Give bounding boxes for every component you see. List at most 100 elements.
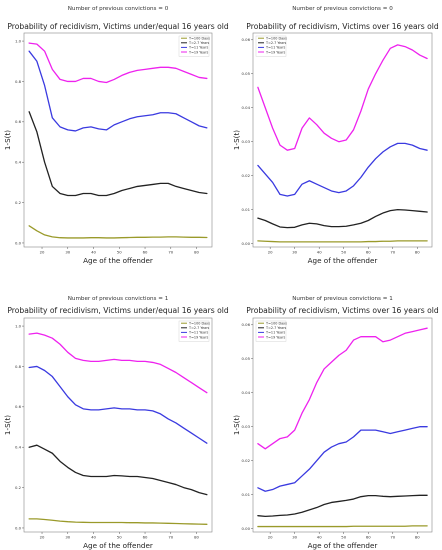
legend-box: [255, 320, 287, 342]
legend-label: T=11 Years: [188, 331, 208, 335]
legend-label: T=11 Years: [265, 46, 285, 50]
series-line-3: [28, 365, 208, 444]
series-line-2: [28, 444, 208, 496]
chart-title: Probability of recidivism, Victims over …: [246, 306, 439, 315]
x-tick-label: 60: [143, 250, 148, 255]
y-tick-label: 0.06: [242, 37, 251, 42]
x-tick-label: 80: [415, 535, 420, 540]
x-tick-label: 80: [194, 535, 199, 540]
x-tick-label: 70: [168, 250, 173, 255]
x-tick-label: 60: [143, 535, 148, 540]
legend-box: [178, 35, 210, 57]
chart-panel-4: Number of previous convictions = 1 Probab…: [232, 296, 439, 550]
x-tick-label: 60: [366, 250, 371, 255]
x-axis-label: Age of the offender: [83, 541, 153, 550]
x-tick-label: 50: [117, 250, 122, 255]
y-tick-label: 0.2: [15, 485, 22, 490]
plot-frame: [23, 32, 213, 248]
legend-label: T=2.7 Years: [188, 41, 210, 45]
x-tick-label: 20: [268, 535, 273, 540]
series-line-1: [257, 525, 428, 528]
legend-label: T=100 Days: [188, 322, 210, 326]
y-tick-label: 0.04: [242, 390, 251, 395]
y-tick-label: 0.2: [15, 200, 22, 205]
legend-label: T=100 Days: [265, 322, 287, 326]
y-axis-label: 1-S(t): [232, 415, 241, 435]
y-tick-label: 0.03: [242, 139, 251, 144]
x-tick-label: 30: [292, 250, 297, 255]
x-tick-label: 30: [65, 535, 70, 540]
legend-label: T=19 Years: [188, 50, 208, 54]
series-line-1: [257, 240, 428, 243]
y-axis-label: 1-S(t): [232, 130, 241, 150]
y-tick-label: 0.05: [242, 71, 251, 76]
legend-box: [178, 320, 210, 342]
legend-label: T=2.7 Years: [188, 326, 210, 330]
x-tick-label: 20: [40, 250, 45, 255]
x-tick-label: 60: [366, 535, 371, 540]
x-tick-label: 30: [65, 250, 70, 255]
y-tick-label: 0.01: [242, 207, 251, 212]
x-tick-label: 20: [268, 250, 273, 255]
chart-suptitle: Number of previous convictions = 0: [292, 6, 393, 12]
legend-label: T=11 Years: [265, 331, 285, 335]
y-tick-label: 0.05: [242, 356, 251, 361]
x-tick-label: 70: [168, 535, 173, 540]
y-tick-label: 0.4: [15, 445, 22, 450]
y-tick-label: 0.03: [242, 424, 251, 429]
chart-title: Probability of recidivism, Victims over …: [246, 22, 439, 31]
x-tick-label: 80: [194, 250, 199, 255]
series-line-3: [257, 426, 428, 492]
series-line-1: [28, 518, 208, 525]
legend-label: T=100 Days: [188, 37, 210, 41]
chart-panel-1: Number of previous convictions = 0 Probab…: [3, 6, 229, 265]
chart-panel-3: Number of previous convictions = 1 Probab…: [3, 296, 229, 550]
series-line-2: [257, 208, 428, 229]
x-tick-label: 40: [317, 250, 322, 255]
chart-suptitle: Number of previous convictions = 1: [68, 296, 169, 302]
x-axis-label: Age of the offender: [308, 256, 378, 265]
legend-label: T=2.7 Years: [265, 326, 287, 330]
x-tick-label: 40: [91, 250, 96, 255]
y-tick-label: 1.0: [15, 323, 22, 328]
x-axis-label: Age of the offender: [83, 256, 153, 265]
legend-label: T=100 Days: [265, 37, 287, 41]
y-axis-label: 1-S(t): [3, 415, 12, 435]
y-tick-label: 0.01: [242, 492, 251, 497]
x-tick-label: 80: [415, 250, 420, 255]
plot-frame: [23, 317, 213, 533]
series-line-4: [28, 332, 208, 394]
series-line-2: [28, 111, 208, 197]
y-tick-label: 0.04: [242, 105, 251, 110]
series-line-3: [257, 142, 428, 197]
x-tick-label: 70: [390, 535, 395, 540]
legend-label: T=11 Years: [188, 46, 208, 50]
x-tick-label: 30: [292, 535, 297, 540]
x-tick-label: 20: [40, 535, 45, 540]
chart-title: Probability of recidivism, Victims under…: [7, 306, 229, 315]
x-tick-label: 70: [390, 250, 395, 255]
legend-label: T=2.7 Years: [265, 41, 287, 45]
y-tick-label: 0.02: [242, 173, 251, 178]
series-line-4: [28, 42, 208, 84]
y-tick-label: 0.4: [15, 160, 22, 165]
y-tick-label: 0.6: [15, 404, 22, 409]
x-tick-label: 50: [341, 535, 346, 540]
series-line-3: [28, 50, 208, 132]
chart-title: Probability of recidivism, Victims under…: [7, 22, 229, 31]
y-tick-label: 0.00: [242, 241, 251, 246]
y-tick-label: 0.8: [15, 364, 22, 369]
series-line-4: [257, 44, 428, 151]
legend-box: [255, 35, 287, 57]
y-tick-label: 0.6: [15, 119, 22, 124]
x-tick-label: 50: [117, 535, 122, 540]
y-axis-label: 1-S(t): [3, 130, 12, 150]
x-axis-label: Age of the offender: [308, 541, 378, 550]
y-tick-label: 0.02: [242, 458, 251, 463]
x-tick-label: 40: [317, 535, 322, 540]
y-tick-label: 0.0: [15, 240, 22, 245]
chart-suptitle: Number of previous convictions = 1: [292, 296, 393, 302]
chart-suptitle: Number of previous convictions = 0: [68, 6, 169, 12]
x-tick-label: 40: [91, 535, 96, 540]
